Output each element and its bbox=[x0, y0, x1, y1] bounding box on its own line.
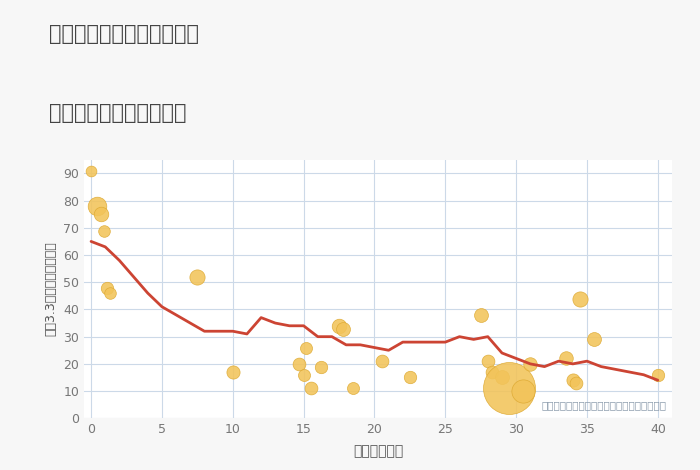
Point bbox=[95, 211, 106, 218]
Point bbox=[405, 374, 416, 381]
Point bbox=[298, 371, 309, 378]
Point bbox=[652, 371, 664, 378]
Point bbox=[301, 344, 312, 351]
Point bbox=[333, 322, 344, 329]
Point bbox=[496, 374, 507, 381]
Y-axis label: 坪（3.3㎡）単価（万円）: 坪（3.3㎡）単価（万円） bbox=[45, 242, 57, 337]
Text: 岐阜県不破郡垂井町大石の: 岐阜県不破郡垂井町大石の bbox=[49, 24, 199, 44]
Point bbox=[376, 357, 387, 365]
Point bbox=[85, 167, 97, 174]
Point bbox=[348, 384, 359, 392]
Point bbox=[567, 376, 578, 384]
Text: 築年数別中古戸建て価格: 築年数別中古戸建て価格 bbox=[49, 103, 186, 124]
Point bbox=[101, 284, 112, 291]
Point bbox=[475, 311, 486, 319]
Point bbox=[570, 379, 581, 387]
Point bbox=[104, 290, 115, 297]
Point bbox=[98, 227, 109, 235]
Point bbox=[315, 363, 326, 370]
Point bbox=[525, 360, 536, 368]
Point bbox=[560, 355, 571, 362]
X-axis label: 築年数（年）: 築年数（年） bbox=[353, 445, 403, 459]
Point bbox=[228, 368, 239, 376]
Point bbox=[503, 384, 514, 392]
Point bbox=[91, 202, 102, 210]
Point bbox=[294, 360, 305, 368]
Text: 円の大きさは、取引のあった物件面積を示す: 円の大きさは、取引のあった物件面積を示す bbox=[541, 400, 666, 411]
Point bbox=[486, 368, 498, 376]
Point bbox=[192, 273, 203, 281]
Point bbox=[517, 387, 528, 395]
Point bbox=[337, 325, 349, 332]
Point bbox=[589, 336, 600, 343]
Point bbox=[482, 357, 493, 365]
Point bbox=[574, 295, 585, 302]
Point bbox=[305, 384, 316, 392]
